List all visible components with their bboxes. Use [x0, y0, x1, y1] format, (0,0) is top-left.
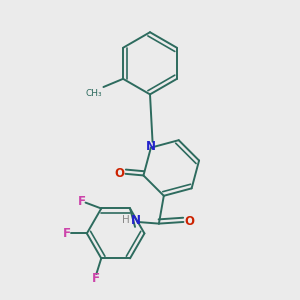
- Text: CH₃: CH₃: [85, 89, 102, 98]
- Text: N: N: [146, 140, 156, 152]
- Text: H: H: [122, 215, 130, 225]
- Text: F: F: [92, 272, 100, 285]
- Text: N: N: [131, 214, 141, 226]
- Text: O: O: [184, 215, 194, 229]
- Text: F: F: [78, 195, 86, 208]
- Text: O: O: [115, 167, 124, 180]
- Text: F: F: [63, 227, 71, 240]
